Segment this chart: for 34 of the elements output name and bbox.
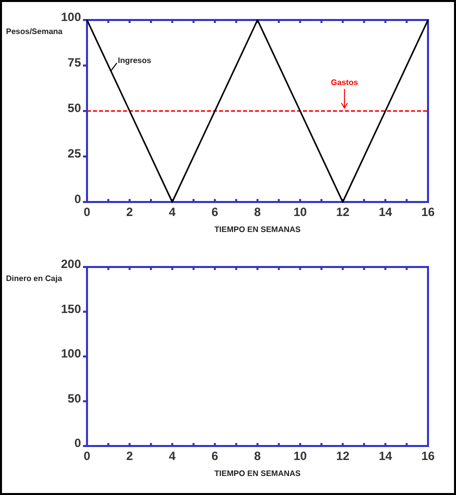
- x-axis-title: TIEMPO EN SEMANAS: [214, 469, 302, 478]
- y-tick-label: 25: [68, 146, 82, 161]
- x-tick-label: 4: [168, 205, 176, 219]
- y-tick-label: 100: [60, 346, 82, 361]
- x-tick-label: 8: [254, 449, 262, 463]
- x-tick-label: 0: [84, 205, 91, 219]
- x-tick-label: 8: [254, 205, 262, 219]
- x-axis-title: TIEMPO EN SEMANAS: [214, 225, 302, 234]
- ref-line-label: Gastos: [330, 78, 359, 87]
- x-tick-label: 4: [168, 449, 176, 463]
- x-tick-label: 14: [378, 205, 392, 219]
- y-axis-title: Dinero en Caja: [6, 274, 63, 283]
- y-tick-label: 50: [68, 391, 82, 406]
- x-tick-label: 2: [126, 205, 134, 219]
- y-tick-label: 0: [74, 436, 82, 450]
- y-tick-label: 200: [60, 257, 82, 272]
- y-tick-label: 75: [68, 56, 82, 70]
- x-tick-label: 12: [336, 449, 350, 463]
- x-tick-label: 6: [212, 205, 219, 219]
- y-tick-label: 150: [60, 302, 82, 316]
- x-tick-label: 6: [212, 449, 219, 463]
- x-tick-label: 10: [293, 449, 308, 463]
- x-tick-label: 16: [421, 449, 435, 463]
- series-label: Ingresos: [118, 56, 152, 65]
- y-tick-label: 0: [74, 192, 82, 206]
- x-tick-label: 0: [84, 449, 91, 463]
- y-tick-label: 100: [60, 10, 82, 24]
- y-tick-label: 50: [68, 101, 82, 116]
- x-tick-label: 16: [421, 205, 435, 219]
- x-tick-label: 10: [293, 205, 308, 219]
- x-tick-label: 2: [126, 449, 134, 463]
- x-tick-label: 14: [378, 449, 392, 463]
- x-tick-label: 12: [336, 205, 350, 219]
- y-axis-title: Pesos/Semana: [6, 27, 64, 36]
